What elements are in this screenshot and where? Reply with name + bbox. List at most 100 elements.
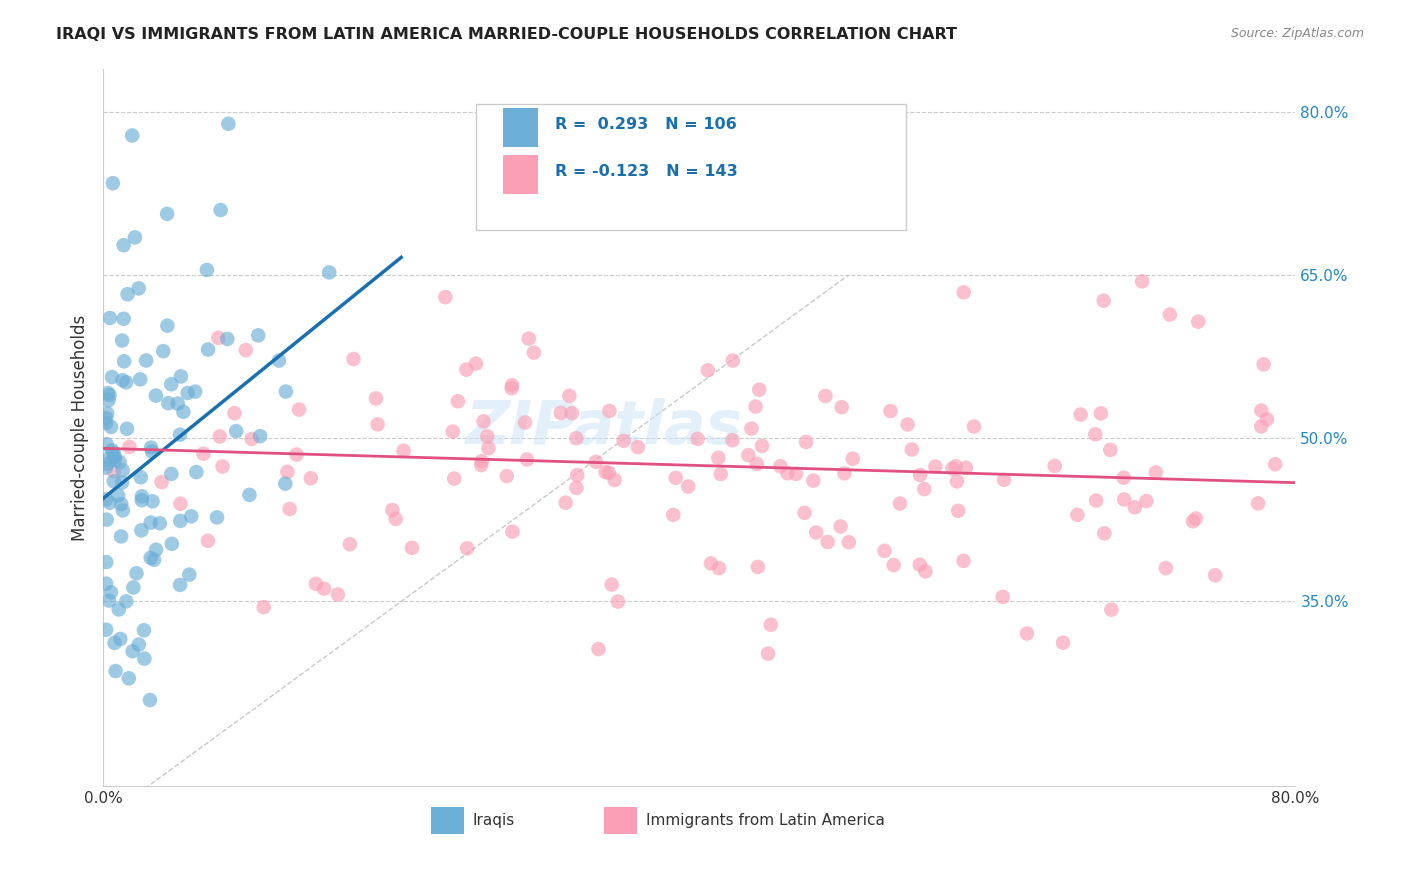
Point <box>205 510 228 524</box>
Point <box>101 176 124 190</box>
Point <box>747 560 769 574</box>
Text: R = -0.123   N = 143: R = -0.123 N = 143 <box>555 163 738 178</box>
Point <box>769 459 792 474</box>
Point <box>101 370 124 384</box>
Point <box>125 566 148 581</box>
Point <box>1256 412 1278 426</box>
Point <box>914 565 936 579</box>
Point <box>97 393 120 408</box>
Point <box>107 488 129 502</box>
FancyBboxPatch shape <box>477 104 905 230</box>
Point <box>98 593 121 607</box>
Point <box>1112 471 1135 485</box>
Point <box>115 594 138 608</box>
Point <box>111 475 134 490</box>
Y-axis label: Married-couple Households: Married-couple Households <box>72 314 89 541</box>
Point <box>946 475 969 489</box>
Point <box>195 263 218 277</box>
Point <box>443 472 465 486</box>
Point <box>101 443 124 458</box>
Point <box>211 459 233 474</box>
Point <box>135 353 157 368</box>
Point <box>94 460 117 475</box>
Point <box>740 421 762 435</box>
Text: Source: ZipAtlas.com: Source: ZipAtlas.com <box>1230 27 1364 40</box>
Point <box>115 422 138 436</box>
Point <box>197 533 219 548</box>
Point <box>179 567 201 582</box>
Point <box>441 425 464 439</box>
Point <box>384 512 406 526</box>
Text: ZIPatlas: ZIPatlas <box>465 398 742 457</box>
Point <box>98 496 121 510</box>
Point <box>94 416 117 430</box>
Point <box>567 468 589 483</box>
Point <box>842 451 865 466</box>
Point <box>513 416 536 430</box>
Point <box>991 590 1014 604</box>
Point <box>145 388 167 402</box>
Point <box>129 470 152 484</box>
Point <box>96 406 118 420</box>
Point <box>143 552 166 566</box>
Point <box>595 465 617 479</box>
Point <box>598 404 620 418</box>
Point <box>565 481 588 495</box>
Point <box>707 561 730 575</box>
Point <box>314 582 336 596</box>
Point <box>1159 308 1181 322</box>
Point <box>501 378 523 392</box>
Point <box>1084 427 1107 442</box>
Point <box>121 644 143 658</box>
Point <box>103 636 125 650</box>
Point <box>721 353 744 368</box>
Point <box>240 432 263 446</box>
Point <box>172 405 194 419</box>
Point <box>176 386 198 401</box>
Point <box>1135 494 1157 508</box>
Point <box>392 443 415 458</box>
Point <box>477 429 499 443</box>
Point <box>110 529 132 543</box>
Point <box>908 558 931 572</box>
Point <box>613 434 636 448</box>
Point <box>838 535 860 549</box>
Point <box>94 576 117 591</box>
Point <box>267 353 290 368</box>
Point <box>131 489 153 503</box>
Point <box>112 311 135 326</box>
Point <box>160 467 183 481</box>
Point <box>94 492 117 507</box>
Point <box>558 389 581 403</box>
Point <box>1250 419 1272 434</box>
Text: IRAQI VS IMMIGRANTS FROM LATIN AMERICA MARRIED-COUPLE HOUSEHOLDS CORRELATION CHA: IRAQI VS IMMIGRANTS FROM LATIN AMERICA M… <box>56 27 957 42</box>
Point <box>456 541 478 556</box>
Point <box>118 440 141 454</box>
Point <box>96 437 118 451</box>
Point <box>1066 508 1088 522</box>
Point <box>96 457 118 471</box>
Point <box>794 434 817 449</box>
Point <box>803 474 825 488</box>
Point <box>1185 511 1208 525</box>
Point <box>908 467 931 482</box>
Point <box>169 497 191 511</box>
Point <box>318 265 340 279</box>
Point <box>169 578 191 592</box>
Point <box>737 448 759 462</box>
Point <box>132 624 155 638</box>
Point <box>721 434 744 448</box>
Point <box>945 459 967 474</box>
Point <box>217 332 239 346</box>
Point <box>111 334 134 348</box>
Point <box>367 417 389 432</box>
Point <box>879 404 901 418</box>
Point <box>111 463 134 477</box>
Point <box>209 202 232 217</box>
Point <box>139 550 162 565</box>
Point <box>94 452 117 467</box>
Point <box>665 471 688 485</box>
Point <box>160 537 183 551</box>
Point <box>180 509 202 524</box>
Point <box>952 554 974 568</box>
